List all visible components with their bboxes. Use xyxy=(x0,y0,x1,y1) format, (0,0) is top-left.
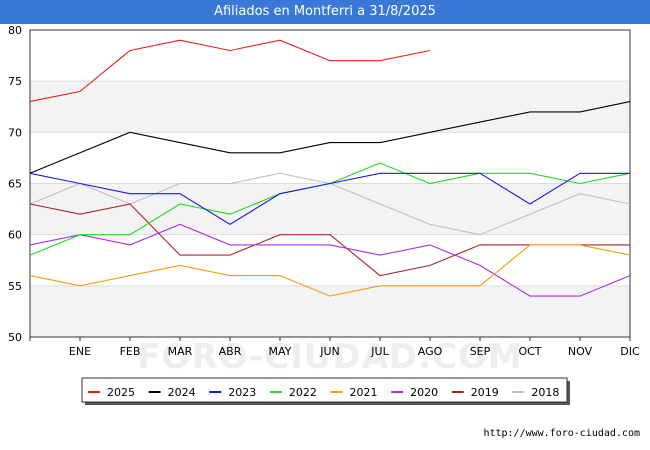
plot-band xyxy=(30,183,630,235)
legend-label-2020: 2020 xyxy=(410,386,438,399)
x-tick-label: SEP xyxy=(470,345,491,358)
chart-title: Afiliados en Montferri a 31/8/2025 xyxy=(0,0,650,24)
legend-label-2024: 2024 xyxy=(168,386,196,399)
x-tick-label: JUN xyxy=(319,345,340,358)
x-tick-label: MAR xyxy=(168,345,193,358)
source-url[interactable]: http://www.foro-ciudad.com xyxy=(483,428,640,439)
plot-band xyxy=(30,81,630,133)
y-tick-label: 50 xyxy=(8,331,22,344)
series-line-2023 xyxy=(29,172,630,226)
y-tick-label: 70 xyxy=(8,126,22,139)
y-tick-label: 75 xyxy=(8,75,22,88)
x-tick-label: FEB xyxy=(120,345,141,358)
legend-label-2019: 2019 xyxy=(471,386,499,399)
watermark: FORO-CIUDAD.COM xyxy=(137,337,523,377)
y-tick-label: 80 xyxy=(8,24,22,37)
x-tick-label: JUL xyxy=(370,345,389,358)
legend-label-2018: 2018 xyxy=(531,386,559,399)
series-line-2025 xyxy=(29,39,431,103)
x-tick-label: OCT xyxy=(518,345,541,358)
legend-label-2023: 2023 xyxy=(228,386,256,399)
legend-box xyxy=(81,377,568,403)
y-tick-label: 65 xyxy=(8,178,22,191)
y-tick-label: 55 xyxy=(8,280,22,293)
plot-band xyxy=(30,285,630,337)
legend-label-2021: 2021 xyxy=(350,386,378,399)
series-line-2021 xyxy=(29,244,631,297)
series-line-2020 xyxy=(29,223,631,297)
x-tick-label: NOV xyxy=(568,345,593,358)
legend-label-2022: 2022 xyxy=(289,386,317,399)
y-tick-label: 60 xyxy=(8,229,22,242)
series-line-2024 xyxy=(29,101,631,174)
legend-label-2025: 2025 xyxy=(107,386,135,399)
x-tick-label: ABR xyxy=(219,345,242,358)
x-tick-label: DIC xyxy=(620,345,640,358)
x-tick-label: AGO xyxy=(418,345,443,358)
x-tick-label: ENE xyxy=(69,345,91,358)
x-tick-label: MAY xyxy=(269,345,292,358)
